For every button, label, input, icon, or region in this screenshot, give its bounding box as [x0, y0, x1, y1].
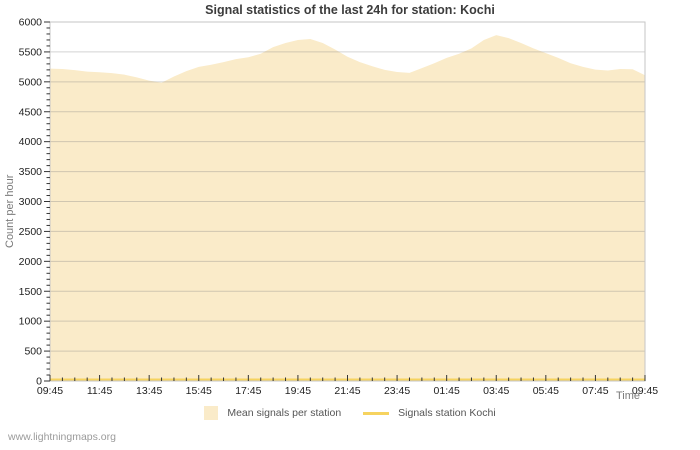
- svg-text:500: 500: [24, 346, 42, 358]
- svg-text:03:45: 03:45: [483, 385, 509, 397]
- svg-text:5000: 5000: [19, 76, 43, 88]
- svg-text:19:45: 19:45: [285, 385, 311, 397]
- svg-text:4500: 4500: [19, 106, 43, 118]
- svg-text:5500: 5500: [19, 46, 43, 58]
- legend-item-mean: Mean signals per station: [204, 406, 341, 420]
- x-axis-label: Time: [615, 390, 641, 402]
- legend: Mean signals per station Signals station…: [0, 406, 700, 420]
- svg-text:23:45: 23:45: [384, 385, 410, 397]
- svg-text:6000: 6000: [19, 17, 43, 29]
- svg-text:1500: 1500: [19, 286, 43, 298]
- svg-text:11:45: 11:45: [87, 385, 113, 397]
- svg-text:01:45: 01:45: [434, 385, 460, 397]
- legend-label-mean: Mean signals per station: [227, 407, 342, 419]
- svg-text:13:45: 13:45: [136, 385, 162, 397]
- svg-text:1000: 1000: [19, 316, 43, 328]
- legend-label-kochi: Signals station Kochi: [398, 407, 496, 419]
- svg-text:0: 0: [36, 376, 42, 388]
- svg-text:05:45: 05:45: [533, 385, 559, 397]
- legend-item-kochi: Signals station Kochi: [363, 407, 496, 419]
- legend-area-swatch: [204, 406, 219, 420]
- svg-text:15:45: 15:45: [186, 385, 212, 397]
- svg-text:4000: 4000: [19, 136, 43, 148]
- svg-text:3000: 3000: [19, 196, 43, 208]
- legend-line-swatch: [363, 411, 390, 415]
- svg-text:3500: 3500: [19, 166, 43, 178]
- watermark: www.lightningmaps.org: [8, 431, 116, 443]
- svg-text:09:45: 09:45: [632, 385, 658, 397]
- svg-text:17:45: 17:45: [235, 385, 261, 397]
- svg-text:07:45: 07:45: [582, 385, 608, 397]
- svg-text:2000: 2000: [19, 256, 43, 268]
- svg-text:21:45: 21:45: [334, 385, 360, 397]
- svg-text:09:45: 09:45: [37, 385, 63, 397]
- svg-text:2500: 2500: [19, 226, 43, 238]
- chart-title: Signal statistics of the last 24h for st…: [205, 3, 495, 17]
